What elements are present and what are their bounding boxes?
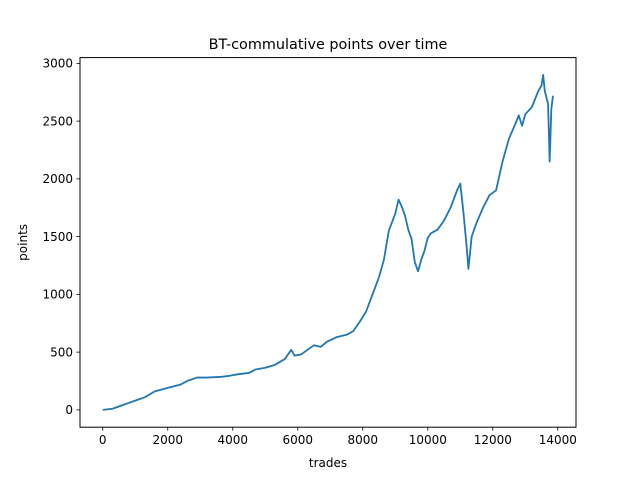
- x-tick-label: 8000: [348, 433, 379, 447]
- x-tick-label: 2000: [152, 433, 183, 447]
- cumulative-points-line: [102, 74, 554, 411]
- x-tick-label: 12000: [474, 433, 512, 447]
- y-tick-label: 3000: [42, 57, 73, 71]
- y-tick-label: 1000: [42, 288, 73, 302]
- plot-area: [80, 57, 576, 428]
- y-tick-label: 2000: [42, 172, 73, 186]
- axes-frame: [79, 57, 577, 428]
- x-tick-label: 10000: [409, 433, 447, 447]
- y-tick-label: 2500: [42, 114, 73, 128]
- y-tick-label: 1500: [42, 230, 73, 244]
- x-axis-label: trades: [309, 456, 347, 470]
- x-tick-label: 14000: [539, 433, 577, 447]
- series-group: [102, 74, 554, 411]
- y-axis-ticks: 0 500 1000 1500 2000 2500 3000: [42, 57, 80, 417]
- y-axis-label: points: [16, 224, 30, 261]
- y-tick-label: 0: [65, 403, 73, 417]
- x-tick-label: 4000: [217, 433, 248, 447]
- x-axis-ticks: 0 2000 4000 6000 8000 10000 12000 14000: [99, 427, 577, 447]
- chart-title: BT-commulative points over time: [209, 37, 448, 53]
- y-tick-label: 500: [50, 345, 73, 359]
- x-tick-label: 0: [99, 433, 107, 447]
- x-tick-label: 6000: [282, 433, 313, 447]
